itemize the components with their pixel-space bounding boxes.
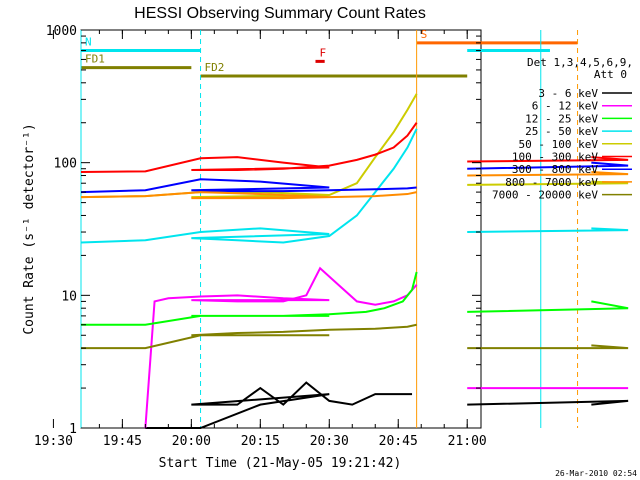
series-line [80,93,418,200]
x-tick-label: 21:00 [448,434,487,449]
y-tick-label: 100 [54,157,77,172]
series-line [80,122,418,174]
legend-label: 25 - 50 keV [525,125,598,138]
series-line [467,161,629,170]
flag-lines: N S FD1 FD2 F [81,28,578,78]
x-tick-label: 20:45 [379,434,418,449]
legend-label: 800 - 7000 keV [505,176,598,189]
legend-label: 300 - 800 keV [512,163,598,176]
y-axis-label: Count Rate (s⁻¹ detector⁻¹) [22,123,37,334]
series-line [81,323,417,350]
x-tick-label: 20:00 [172,434,211,449]
series-line [467,300,629,313]
y-ticks: 1 10 100 1000 [46,24,481,437]
series-line [467,227,629,234]
y-tick-label: 1 [69,422,77,437]
legend-label: 7000 - 20000 keV [492,189,598,202]
legend-label: 3 - 6 keV [538,87,598,100]
series-line [80,191,417,200]
series-line [467,171,629,177]
flag-label: N [85,36,92,49]
y-tick-label: 1000 [46,24,77,39]
flag-label: FD1 [85,53,105,66]
series-line [144,266,418,429]
detector-note: Det 1,3,4,5,6,9, [527,56,633,69]
plot-frame [80,29,482,429]
x-tick-label: 19:30 [34,434,73,449]
chart-title: HESSI Observing Summary Count Rates [134,5,426,22]
flag-label: F [319,46,326,59]
flag-label: FD2 [205,61,225,74]
legend-label: 6 - 12 keV [532,100,599,113]
series-line [467,156,629,163]
flag-label: S [421,28,428,41]
x-ticks: 19:30 19:45 20:00 20:15 20:30 20:45 21:00 [34,30,487,449]
legend-label: 50 - 100 keV [519,138,599,151]
series-line [467,399,629,406]
series-lines [80,93,629,429]
x-tick-label: 20:30 [310,434,349,449]
attenuator-note: Att 0 [594,68,627,81]
series-line [80,128,418,244]
legend-label: 12 - 25 keV [525,112,598,125]
x-tick-label: 19:45 [103,434,142,449]
series-line [145,381,413,429]
series-line [80,178,417,194]
y-tick-label: 10 [61,289,77,304]
x-axis-label: Start Time (21-May-05 19:21:42) [159,456,402,471]
timestamp: 26-Mar-2010 02:54 [555,469,637,478]
series-line [81,271,418,326]
legend-label: 100 - 300 keV [512,151,598,164]
state-transition-lines [80,30,579,428]
x-tick-label: 20:15 [241,434,280,449]
series-line [467,344,629,350]
